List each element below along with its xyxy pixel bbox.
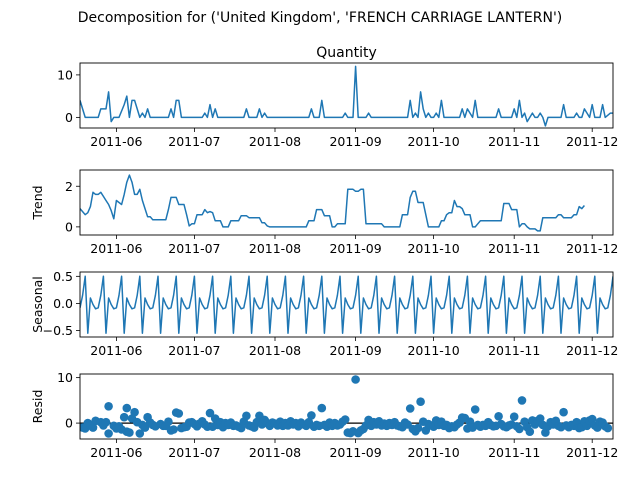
trend-ylabel: Trend — [30, 185, 45, 220]
resid-point — [494, 412, 503, 421]
resid-point — [242, 411, 251, 421]
resid-xtick-label: 2011-11 — [488, 445, 540, 460]
trend-xtick-label: 2011-07 — [168, 241, 220, 256]
seasonal-ytick-label: 0.5 — [53, 269, 73, 284]
resid-point — [509, 412, 519, 422]
panel-resid: 0 10 2011-06 2011-07 2011-08 2011-09 2011-10 20… — [30, 370, 618, 460]
seasonal-xtick-label: 2011-12 — [566, 343, 618, 358]
resid-point — [174, 409, 184, 418]
seasonal-xtick-label: 2011-10 — [407, 343, 459, 358]
observed-xtick-label: 2011-07 — [168, 134, 220, 149]
resid-point — [125, 428, 134, 437]
resid-xtick-label: 2011-06 — [90, 445, 142, 460]
resid-point — [525, 427, 535, 437]
seasonal-ytick-label: 0.0 — [53, 296, 73, 311]
resid-point — [104, 429, 113, 438]
trend-series-line — [80, 174, 585, 232]
trend-xtick-label: 2011-12 — [566, 241, 618, 256]
figure-suptitle: Decomposition for ('United Kingdom', 'FR… — [78, 10, 563, 26]
resid-point — [135, 429, 145, 438]
resid-point — [405, 404, 415, 413]
resid-point — [413, 423, 423, 433]
resid-point — [317, 403, 327, 413]
resid-point — [559, 407, 568, 417]
resid-point — [515, 424, 524, 434]
resid-xtick-label: 2011-09 — [329, 445, 381, 460]
observed-xtick-label: 2011-12 — [566, 134, 618, 149]
resid-xtick-label: 2011-07 — [168, 445, 220, 460]
resid-ylabel: Resid — [30, 390, 45, 424]
resid-point — [88, 423, 98, 432]
resid-point — [603, 423, 613, 433]
observed-xtick-label: 2011-10 — [407, 134, 459, 149]
resid-point — [101, 417, 111, 427]
trend-xtick-label: 2011-09 — [329, 241, 381, 256]
resid-point — [307, 411, 316, 420]
resid-point — [130, 407, 139, 417]
resid-ytick-label: 10 — [57, 370, 73, 385]
resid-axes-frame — [79, 373, 614, 440]
seasonal-xtick-label: 2011-11 — [488, 343, 540, 358]
resid-point — [517, 396, 527, 405]
resid-point — [169, 425, 178, 434]
observed-xtick-label: 2011-09 — [329, 134, 381, 149]
trend-xtick-label: 2011-10 — [407, 241, 459, 256]
resid-point — [351, 375, 360, 384]
observed-xtick-label: 2011-11 — [488, 134, 540, 149]
seasonal-xtick-label: 2011-08 — [249, 343, 301, 358]
panel-seasonal: −0.5 0.0 0.5 2011-06 2011-07 2011-08 2011-09 20… — [30, 269, 618, 358]
trend-xtick-label: 2011-11 — [488, 241, 540, 256]
resid-point — [164, 417, 173, 427]
seasonal-xtick-label: 2011-09 — [329, 343, 381, 358]
observed-xtick-label: 2011-06 — [90, 134, 142, 149]
seasonal-axes-frame — [79, 271, 614, 338]
resid-point — [340, 415, 350, 424]
observed-axes-frame — [79, 62, 614, 129]
resid-point — [119, 412, 129, 422]
resid-xtick-label: 2011-12 — [566, 445, 618, 460]
resid-ytick-label: 0 — [65, 416, 73, 431]
trend-axes-frame — [79, 169, 614, 236]
resid-point — [205, 408, 215, 418]
observed-ytick-label: 10 — [57, 67, 73, 82]
panel-trend: 0 2 2011-06 2011-07 2011-08 2011-09 2011-10 201… — [30, 169, 618, 256]
panel-observed: 0 10 2011-06 2011-07 2011-08 2011-09 2011-10 20… — [57, 45, 618, 149]
seasonal-series-line — [80, 275, 613, 334]
resid-point — [416, 397, 425, 407]
seasonal-xtick-label: 2011-07 — [168, 343, 220, 358]
resid-point — [470, 405, 480, 414]
resid-xtick-label: 2011-10 — [407, 445, 459, 460]
trend-ytick-label: 0 — [65, 219, 73, 234]
resid-point — [122, 403, 132, 413]
trend-xtick-label: 2011-08 — [249, 241, 301, 256]
seasonal-ytick-label: −0.5 — [43, 323, 73, 338]
resid-xtick-label: 2011-08 — [249, 445, 301, 460]
resid-point — [104, 402, 113, 411]
seasonal-ylabel: Seasonal — [30, 276, 45, 333]
trend-ytick-label: 2 — [65, 179, 73, 194]
seasonal-xtick-label: 2011-06 — [90, 343, 142, 358]
observed-panel-title: Quantity — [316, 45, 377, 61]
observed-ytick-label: 0 — [65, 110, 73, 125]
observed-series-line — [80, 65, 613, 127]
observed-xtick-label: 2011-08 — [249, 134, 301, 149]
trend-xtick-label: 2011-06 — [90, 241, 142, 256]
